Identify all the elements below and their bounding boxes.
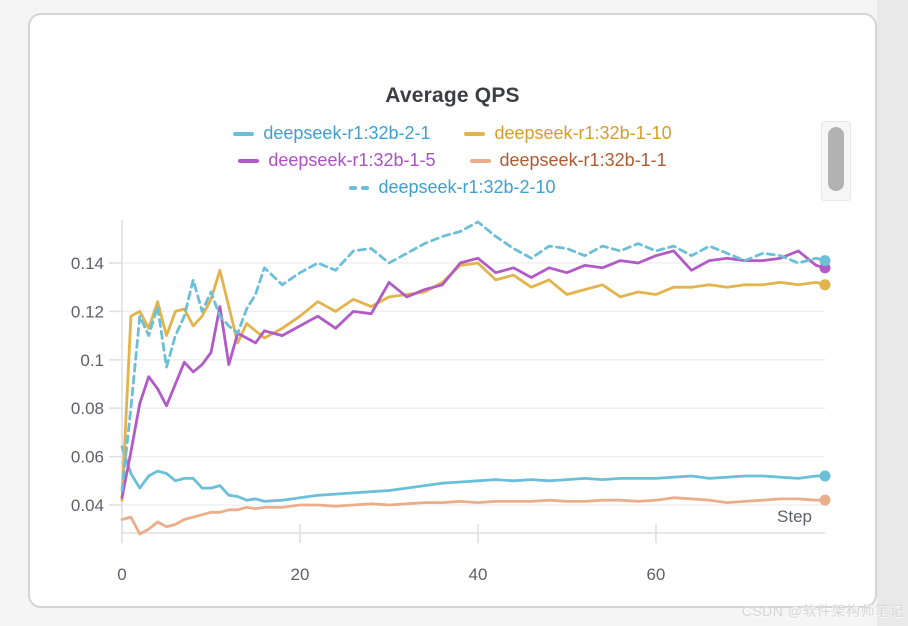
legend-item-deepseek-r1-32b-1-10[interactable]: deepseek-r1:32b-1-10 <box>464 123 672 144</box>
page-background-strip <box>877 0 908 626</box>
legend-swatch-solid-gold-icon <box>464 131 486 136</box>
scrollbar-track[interactable] <box>821 121 851 201</box>
legend-label: deepseek-r1:32b-2-10 <box>378 177 556 197</box>
legend-swatch-solid-teal-icon <box>233 131 255 136</box>
watermark: CSDN @软件架构师笔记 <box>741 603 904 619</box>
legend-item-deepseek-r1-32b-1-5[interactable]: deepseek-r1:32b-1-5 <box>238 150 436 171</box>
legend-label: deepseek-r1:32b-1-5 <box>268 150 436 170</box>
chart-title: Average QPS <box>385 84 520 107</box>
legend-label: deepseek-r1:32b-2-1 <box>263 123 431 143</box>
legend-row-2: deepseek-r1:32b-1-5 deepseek-r1:32b-1-1 <box>238 149 667 172</box>
legend-swatch-solid-purple-icon <box>238 158 260 163</box>
legend-item-deepseek-r1-32b-1-1[interactable]: deepseek-r1:32b-1-1 <box>469 150 667 171</box>
legend-item-deepseek-r1-32b-2-1[interactable]: deepseek-r1:32b-2-1 <box>233 123 430 144</box>
scrollbar-thumb[interactable] <box>828 127 844 191</box>
legend-item-deepseek-r1-32b-2-10[interactable]: deepseek-r1:32b-2-10 <box>349 177 556 198</box>
legend-row-1: deepseek-r1:32b-2-1 deepseek-r1:32b-1-10 <box>233 122 672 145</box>
legend-row-3: deepseek-r1:32b-2-10 <box>349 176 556 199</box>
chart-legend: deepseek-r1:32b-2-1 deepseek-r1:32b-1-10… <box>28 122 877 199</box>
legend-label: deepseek-r1:32b-1-1 <box>499 150 667 170</box>
legend-swatch-dashed-teal-icon <box>349 185 370 190</box>
legend-label: deepseek-r1:32b-1-10 <box>494 123 672 143</box>
legend-swatch-solid-tan-icon <box>469 158 491 163</box>
